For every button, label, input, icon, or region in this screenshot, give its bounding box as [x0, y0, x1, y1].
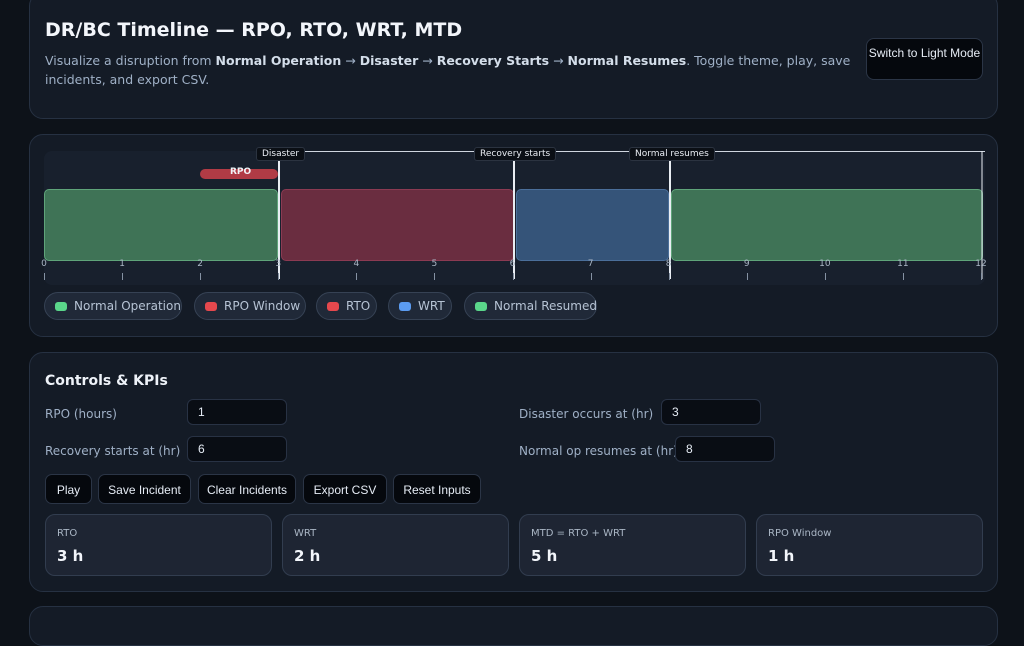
recovery-input[interactable]	[187, 436, 287, 462]
legend-label: Normal Resumed	[494, 299, 597, 313]
bottom-card	[29, 606, 998, 646]
kpi-value: 2 h	[294, 547, 321, 565]
resume-field-label: Normal op resumes at (hr)	[519, 444, 678, 458]
rpo-window-bar	[200, 169, 278, 179]
legend-label: RTO	[346, 299, 371, 313]
kpi-value: 3 h	[57, 547, 84, 565]
legend-rpo-window: RPO Window	[194, 292, 306, 320]
legend-swatch	[55, 302, 67, 311]
subtitle-suffix: . Toggle theme, play, save incidents, an…	[45, 53, 851, 87]
kpi-label: RPO Window	[768, 528, 832, 539]
kpi-rto: RTO 3 h	[45, 514, 272, 576]
kpi-value: 5 h	[531, 547, 558, 565]
axis-tick	[200, 273, 202, 280]
kpi-rpo-window: RPO Window 1 h	[756, 514, 983, 576]
resume-input[interactable]	[675, 436, 775, 462]
segment-normal-operation	[44, 189, 278, 261]
axis-tick-label: 9	[743, 259, 750, 269]
legend-wrt: WRT	[388, 292, 452, 320]
axis-tick-label: 2	[197, 259, 204, 269]
legend-label: WRT	[418, 299, 445, 313]
segment-rto	[281, 189, 514, 261]
legend-swatch	[327, 302, 339, 311]
legend-normal-resumed: Normal Resumed	[464, 292, 597, 320]
header-card: DR/BC Timeline — RPO, RTO, WRT, MTD Visu…	[29, 0, 998, 119]
kpi-label: RTO	[57, 528, 78, 539]
clear-incidents-button[interactable]: Clear Incidents	[198, 474, 296, 504]
axis-tick	[902, 273, 904, 280]
kpi-wrt: WRT 2 h	[282, 514, 509, 576]
axis-tick-label: 10	[819, 259, 831, 269]
recovery-field-label: Recovery starts at (hr)	[45, 444, 181, 458]
arrow-3: →	[549, 53, 568, 68]
reset-inputs-button[interactable]: Reset Inputs	[393, 474, 481, 504]
axis-tick	[434, 273, 436, 280]
segment-normal-resumed	[671, 189, 983, 261]
axis-tick	[44, 273, 45, 280]
kpi-value: 1 h	[768, 547, 795, 565]
axis-tick	[746, 273, 748, 280]
timeline-track: RPO Disaster Recovery starts Normal resu…	[41, 147, 987, 285]
play-button[interactable]: Play	[45, 474, 92, 504]
axis-tick-label: 12	[975, 259, 987, 269]
legend-swatch	[399, 302, 411, 311]
kpi-mtd: MTD = RTO + WRT 5 h	[519, 514, 746, 576]
page-title: DR/BC Timeline — RPO, RTO, WRT, MTD	[45, 19, 463, 41]
axis-tick	[512, 273, 514, 280]
rpo-field-label: RPO (hours)	[45, 407, 117, 421]
timeline-card: RPO Disaster Recovery starts Normal resu…	[29, 134, 998, 337]
save-incident-button[interactable]: Save Incident	[98, 474, 191, 504]
legend-normal-operation: Normal Operation	[44, 292, 182, 320]
rpo-label: RPO	[230, 167, 252, 177]
axis-tick-label: 1	[119, 259, 125, 269]
axis-tick-label: 6	[509, 259, 516, 269]
legend-rto: RTO	[316, 292, 377, 320]
legend-label: RPO Window	[224, 299, 301, 313]
legend-label: Normal Operation	[74, 299, 181, 313]
kpi-label: MTD = RTO + WRT	[531, 528, 626, 539]
subtitle-prefix: Visualize a disruption from	[45, 53, 216, 68]
export-csv-button[interactable]: Export CSV	[303, 474, 387, 504]
disaster-field-label: Disaster occurs at (hr)	[519, 407, 654, 421]
marker-label-disaster: Disaster	[256, 147, 306, 161]
rpo-input[interactable]	[187, 399, 287, 425]
axis-tick-label: 3	[275, 259, 282, 269]
marker-recovery[interactable]	[513, 151, 515, 279]
subtitle-phase-disaster: Disaster	[359, 53, 419, 68]
segment-wrt	[516, 189, 669, 261]
axis-tick-label: 8	[665, 259, 672, 269]
disaster-input[interactable]	[661, 399, 761, 425]
arrow-2: →	[418, 53, 437, 68]
arrow-1: →	[341, 53, 360, 68]
controls-title: Controls & KPIs	[45, 373, 168, 389]
controls-card: Controls & KPIs RPO (hours) Disaster occ…	[29, 352, 998, 592]
axis-tick-label: 11	[897, 259, 909, 269]
legend-swatch	[475, 302, 487, 311]
subtitle-phase-recovery: Recovery Starts	[436, 53, 550, 68]
axis-tick	[824, 273, 826, 280]
legend-swatch	[205, 302, 217, 311]
marker-label-recovery: Recovery starts	[474, 147, 557, 161]
theme-toggle-button[interactable]: Switch to Light Mode	[866, 38, 983, 80]
axis-tick-label: 7	[587, 259, 594, 269]
subtitle-phase-normal: Normal Operation	[215, 53, 342, 68]
axis-tick	[122, 273, 124, 280]
marker-label-resumes: Normal resumes	[629, 147, 715, 161]
axis-tick	[278, 273, 280, 280]
marker-end	[981, 151, 983, 279]
axis-tick-label: 0	[41, 259, 47, 269]
marker-disaster[interactable]	[278, 151, 280, 279]
axis-tick	[356, 273, 358, 280]
subtitle-phase-resumes: Normal Resumes	[567, 53, 687, 68]
kpi-label: WRT	[294, 528, 317, 539]
page-subtitle: Visualize a disruption from Normal Opera…	[45, 51, 865, 89]
axis-tick	[590, 273, 592, 280]
axis-tick-label: 4	[353, 259, 360, 269]
axis-tick	[668, 273, 670, 280]
marker-resumes[interactable]	[669, 151, 671, 279]
axis-tick	[981, 273, 982, 280]
axis-tick-label: 5	[431, 259, 438, 269]
